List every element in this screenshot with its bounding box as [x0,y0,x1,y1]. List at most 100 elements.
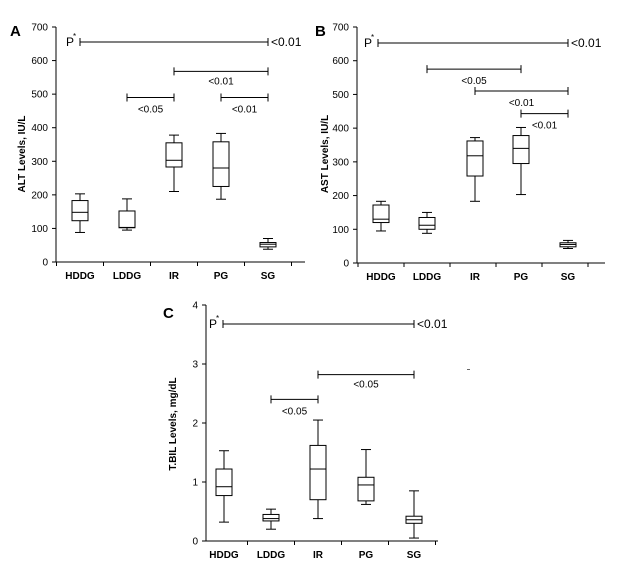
box-iqr [259,242,277,248]
panel-a-x-tick-label: IR [169,271,180,282]
panel-a-x-tick-label: PG [214,271,229,282]
panel-c-y-tick-label: 4 [192,301,198,312]
panel-c-x-tick-label: SG [407,550,422,561]
bracket-label: <0.01 [532,121,558,132]
panel-a-y-tick-label: 300 [31,157,48,168]
panel-a-x-tick-label: LDDG [113,271,142,282]
panel-b: B AST Levels, IU/L 0 100 200 300 400 500 600 70… [315,23,605,283]
panel-c-box-ir [309,419,327,520]
box-iqr [215,468,233,497]
panel-b-y-tick-label: 400 [332,124,349,135]
panel-a-plot: 0 100 200 300 400 500 600 700 HDDG LDDG IR PG SG P* <0… [31,23,305,282]
panel-a: A ALT Levels, IU/L 0 100 200 300 400 500 600 70… [10,23,305,282]
panel-b-box-sg [559,239,577,250]
panel-b-bracket-lddg-pg: <0.05 [426,65,522,87]
box-iqr [165,142,183,168]
panel-a-bracket-pg-sg: <0.01 [220,93,269,116]
panel-c-x-tick-label: IR [313,550,324,561]
panel-a-box-hddg [71,193,89,233]
panel-b-y-tick-label: 300 [332,157,349,168]
panel-b-y-tick-label: 0 [343,259,349,270]
panel-c-letter: C [163,305,174,322]
box-iqr [118,210,136,229]
panel-a-box-lddg [118,198,136,231]
box-iqr [212,141,230,187]
panel-b-plot: 0 100 200 300 400 500 600 700 HDDG LDDG IR PG SG P* <0… [332,23,605,283]
panel-a-y-tick-label: 400 [31,123,48,134]
panel-a-x-tick-label: SG [261,271,276,282]
box-iqr [71,200,89,222]
panel-b-ylabel: AST Levels, IU/L [320,115,331,193]
bracket-label: <0.01 [417,317,448,331]
panel-b-box-pg [512,126,530,196]
panel-a-y-tick-label: 500 [31,90,48,101]
panel-c-box-pg [357,449,375,505]
panel-c-ylabel: T.BIL Levels, mg/dL [168,377,179,470]
panel-b-y-tick-label: 100 [332,225,349,236]
panel-a-y-tick-label: 700 [31,23,48,34]
box-iqr [309,444,327,501]
panel-a-ylabel: ALT Levels, IU/L [17,115,28,192]
panel-c-x-tick-label: HDDG [209,550,239,561]
panel-a-p-superscript: * [73,32,76,41]
bracket-label: <0.05 [353,380,379,391]
bracket-label: <0.05 [138,105,164,116]
panel-a-box-sg [259,238,277,250]
panel-a-box-pg [212,132,230,200]
panel-a-x-tick-label: HDDG [65,271,95,282]
panel-a-bracket-lddg-ir: <0.05 [126,93,175,116]
panel-c-box-hddg [215,450,233,523]
panel-c-x-tick-label: PG [359,550,374,561]
panel-c-bracket-lddg-ir: <0.05 [270,395,319,417]
panel-a-bracket-ir-sg: <0.01 [173,67,269,87]
speck-mark [467,369,470,370]
panel-b-letter: B [315,23,326,40]
panel-b-y-tick-label: 500 [332,90,349,101]
panel-b-x-tick-label: SG [561,272,576,283]
panel-c-box-sg [405,490,423,539]
panel-b-bracket-pg-sg: <0.01 [520,109,569,132]
panel-a-y-tick-label: 0 [42,258,48,269]
panel-c-y-tick-label: 0 [192,537,198,548]
panel-b-bracket-p-sg: <0.01 [377,36,602,50]
panel-b-x-tick-label: HDDG [366,272,396,283]
panel-a-y-tick-label: 600 [31,56,48,67]
bracket-label: <0.01 [232,105,258,116]
panel-b-box-ir [466,137,484,202]
box-iqr [466,140,484,177]
panel-a-box-ir [165,134,183,192]
box-iqr [512,135,530,165]
bracket-label: <0.01 [271,35,302,49]
panel-b-box-hddg [372,200,390,232]
box-iqr [418,216,436,230]
panel-c-y-tick-label: 1 [192,478,198,489]
panel-b-y-tick-label: 600 [332,56,349,67]
box-iqr [372,204,390,224]
panel-c-x-tick-label: LDDG [257,550,286,561]
panel-c: C T.BIL Levels, mg/dL 0 1 2 3 4 HDDG LDDG IR PG S… [163,301,448,562]
box-iqr [357,476,375,502]
panel-a-y-tick-label: 100 [31,224,48,235]
panel-c-plot: 0 1 2 3 4 HDDG LDDG IR PG SG P* <0.01 <0.05 <0.05 [192,301,447,562]
panel-a-bracket-p-sg: <0.01 [79,35,302,49]
panel-c-bracket-p-sg: <0.01 [222,317,448,331]
panel-a-letter: A [10,23,21,40]
panel-c-bracket-ir-sg: <0.05 [317,370,415,391]
panel-b-p-superscript: * [371,33,374,42]
panel-b-x-tick-label: IR [470,272,481,283]
panel-c-p-label: P [209,317,217,331]
panel-c-box-lddg [262,508,280,530]
panel-c-y-tick-label: 3 [192,360,198,371]
bracket-label: <0.05 [282,406,308,417]
bracket-label: <0.01 [208,76,234,87]
panel-b-box-lddg [418,211,436,234]
panel-a-p-label: P [66,35,74,49]
box-iqr [262,513,280,522]
bracket-label: <0.01 [571,36,602,50]
panel-b-y-tick-label: 700 [332,23,349,34]
panel-b-y-tick-label: 200 [332,191,349,202]
panel-b-p-label: P [364,36,372,50]
bracket-label: <0.01 [509,98,535,109]
bracket-label: <0.05 [461,76,487,87]
